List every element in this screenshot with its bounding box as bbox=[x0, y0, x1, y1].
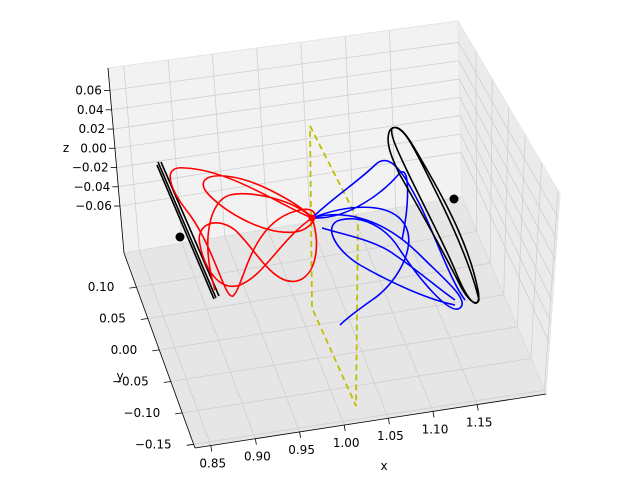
y-tick-mark bbox=[175, 412, 183, 415]
series-red-trajectory bbox=[169, 167, 318, 297]
grid-line-y bbox=[544, 190, 559, 391]
x-tick-label: 0.85 bbox=[199, 457, 226, 471]
y-tick-label: −0.15 bbox=[135, 437, 172, 451]
y-axis-label: y bbox=[116, 369, 123, 383]
z-tick-label: 0.02 bbox=[79, 122, 106, 136]
grid-line-x bbox=[256, 48, 269, 230]
y-tick-label: −0.10 bbox=[123, 406, 160, 420]
z-tick-label: −0.04 bbox=[73, 180, 110, 194]
y-tick-mark bbox=[129, 286, 137, 289]
y-tick-label: 0.00 bbox=[111, 343, 138, 357]
grid-line-z bbox=[458, 42, 559, 219]
y-axis-line bbox=[123, 252, 196, 449]
z-axis-label: z bbox=[63, 141, 69, 155]
x-tick-mark bbox=[476, 404, 479, 411]
y-tick-mark bbox=[152, 349, 160, 352]
y-tick-label: 0.10 bbox=[88, 280, 115, 294]
z-tick-label: −0.02 bbox=[72, 161, 109, 175]
series-blue-trajectory bbox=[311, 159, 466, 326]
grid-line-y bbox=[530, 162, 543, 359]
x-axis-label: x bbox=[380, 459, 387, 473]
x-axis-line bbox=[194, 393, 547, 449]
z-tick-label: 0.00 bbox=[80, 141, 107, 155]
grid-line-x bbox=[224, 236, 300, 433]
point-left-primary bbox=[175, 232, 185, 242]
grid-line-z bbox=[460, 133, 552, 323]
grid-line-y bbox=[516, 134, 526, 327]
grid-line-y bbox=[147, 262, 491, 319]
grid-line-z bbox=[118, 133, 461, 188]
y-tick-mark bbox=[140, 318, 148, 320]
axis-ticks: 0.85 0.90 0.95 1.00 1.05 1.10 1.15 0.10 0.05 0.00… bbox=[72, 83, 493, 470]
grid-line-z bbox=[116, 115, 461, 168]
x-tick-label: 1.05 bbox=[377, 429, 404, 443]
point-right-primary bbox=[449, 194, 459, 204]
grid-line-y bbox=[193, 389, 545, 445]
x-tick-label: 0.90 bbox=[244, 450, 271, 464]
series-black-right-orbit bbox=[387, 126, 480, 304]
grid-line-x bbox=[267, 229, 345, 426]
grid-line-z bbox=[109, 41, 459, 91]
grid-line-y bbox=[489, 79, 493, 264]
x-tick-mark bbox=[388, 418, 390, 425]
z-tick-label: −0.06 bbox=[75, 199, 112, 213]
grid-line-z bbox=[111, 60, 459, 111]
grid-line-z bbox=[458, 78, 556, 261]
grid-line-z bbox=[113, 78, 460, 130]
x-tick-label: 1.00 bbox=[333, 436, 360, 450]
grid-line-y bbox=[503, 106, 510, 295]
y-tick-mark bbox=[186, 443, 194, 446]
grid-line-x bbox=[300, 42, 311, 223]
point-start bbox=[308, 214, 316, 222]
x-tick-mark bbox=[299, 431, 301, 438]
z-tick-label: 0.04 bbox=[77, 103, 104, 117]
grid-line-z bbox=[458, 60, 558, 240]
grid-line-z bbox=[460, 152, 550, 344]
grid-line-z bbox=[459, 97, 555, 281]
y-tick-mark bbox=[163, 381, 171, 383]
grid-line-z bbox=[114, 96, 460, 149]
grid-line-y bbox=[475, 51, 478, 232]
series-yellow-dashed bbox=[309, 125, 359, 407]
grid-line-x bbox=[123, 65, 140, 251]
grid-line-x bbox=[309, 221, 389, 419]
x-tick-mark bbox=[432, 411, 435, 418]
x-tick-label: 0.95 bbox=[288, 443, 315, 457]
x-tick-mark bbox=[254, 438, 257, 445]
grid-line-z bbox=[459, 115, 553, 302]
y-tick-label: −0.05 bbox=[112, 375, 149, 389]
x-tick-label: 1.10 bbox=[422, 422, 449, 436]
grid-line-y bbox=[136, 231, 477, 288]
x-tick-mark bbox=[343, 424, 346, 432]
grid-line-x bbox=[181, 243, 256, 439]
grid-line-y bbox=[170, 326, 518, 382]
x-tick-label: 1.15 bbox=[466, 416, 493, 430]
z-axis-line bbox=[107, 67, 125, 254]
z-tick-label: 0.06 bbox=[75, 83, 102, 97]
grid-line-x bbox=[138, 250, 212, 446]
y-tick-label: 0.05 bbox=[99, 312, 126, 326]
grid-lines bbox=[109, 30, 559, 446]
x-tick-mark bbox=[210, 445, 213, 452]
grid-line-x bbox=[352, 214, 434, 412]
